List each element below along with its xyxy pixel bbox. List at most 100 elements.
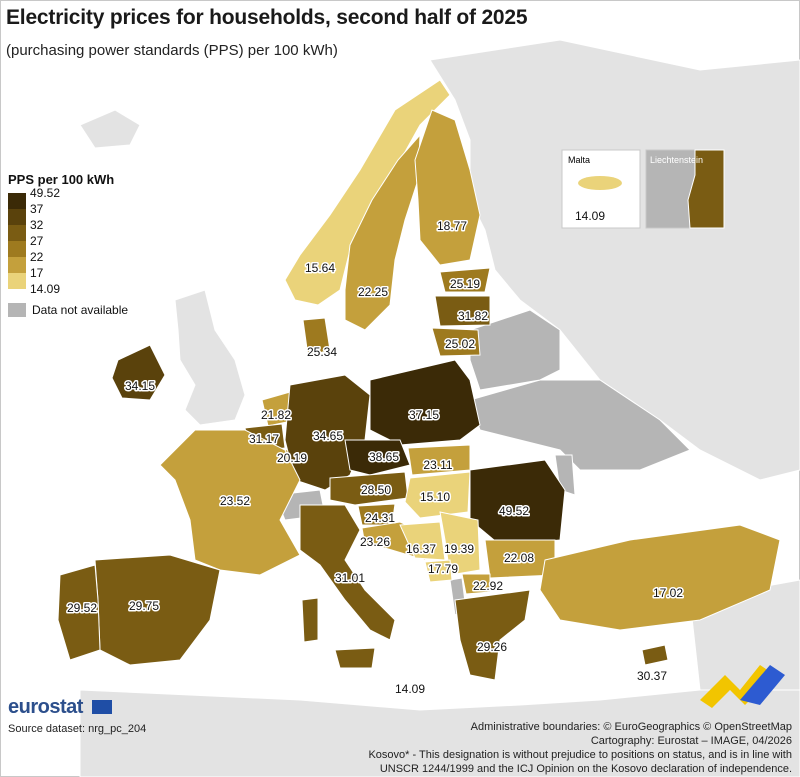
label-finland: 18.77 xyxy=(437,219,467,233)
cyprus xyxy=(641,644,669,666)
legend: PPS per 100 kWh 49.52 37 32 27 22 17 14.… xyxy=(8,172,128,317)
liechtenstein-inset-title: Liechtenstein xyxy=(650,155,703,165)
france xyxy=(159,429,301,576)
eurostat-mark xyxy=(700,665,785,708)
lithuania xyxy=(431,327,481,357)
montenegro xyxy=(424,559,453,583)
label-serbia: 19.39 xyxy=(444,542,474,556)
portugal xyxy=(57,564,101,661)
ireland xyxy=(111,344,166,401)
label-italy: 31.01 xyxy=(335,571,365,585)
label-montenegro: 17.79 xyxy=(428,562,458,576)
sardinia xyxy=(301,597,319,643)
czechia xyxy=(344,439,411,476)
legend-tick: 14.09 xyxy=(30,282,61,296)
label-ireland: 34.15 xyxy=(125,379,155,393)
label-slovakia: 23.11 xyxy=(423,458,452,472)
liechtenstein-shape xyxy=(687,149,725,229)
legend-row: 17 xyxy=(8,267,128,289)
label-norway: 15.64 xyxy=(305,261,335,275)
label-sweden: 22.25 xyxy=(358,285,388,299)
serbia xyxy=(439,511,481,576)
legend-tick: 27 xyxy=(30,234,44,248)
label-netherlands: 21.82 xyxy=(261,408,291,422)
poland xyxy=(369,359,481,446)
label-latvia: 31.82 xyxy=(458,309,488,323)
credit-kosovo-1: Kosovo* - This designation is without pr… xyxy=(368,749,792,761)
label-cyprus: 30.37 xyxy=(637,669,667,683)
sweden xyxy=(344,133,421,331)
label-estonia: 25.19 xyxy=(450,277,480,291)
finland xyxy=(414,109,481,266)
label-romania: 49.52 xyxy=(499,504,529,518)
label-poland: 37.15 xyxy=(409,408,439,422)
north-macedonia xyxy=(461,573,491,595)
latvia xyxy=(434,295,491,327)
map-title: Electricity prices for households, secon… xyxy=(6,6,528,29)
legend-tick: 49.52 xyxy=(30,186,61,200)
label-hungary: 15.10 xyxy=(420,490,450,504)
eu-flag-icon xyxy=(92,700,112,714)
legend-tick: 37 xyxy=(30,202,44,216)
malta-inset-value: 14.09 xyxy=(575,209,605,223)
legend-row: 37 xyxy=(8,203,128,225)
credit-boundaries: Administrative boundaries: © EuroGeograp… xyxy=(470,721,792,733)
legend-title: PPS per 100 kWh xyxy=(8,172,115,187)
legend-na: Data not available xyxy=(8,303,128,317)
label-bulgaria: 22.08 xyxy=(504,551,534,565)
label-austria: 28.50 xyxy=(361,483,391,497)
label-germany: 34.65 xyxy=(313,429,343,443)
label-turkey: 17.02 xyxy=(653,586,683,600)
greece xyxy=(454,589,531,681)
italy xyxy=(299,504,396,641)
credits: Administrative boundaries: © EuroGeograp… xyxy=(368,720,792,776)
legend-tick: 32 xyxy=(30,218,44,232)
legend-swatch xyxy=(8,209,26,225)
malta-island xyxy=(578,176,622,190)
label-north-macedonia: 22.92 xyxy=(473,579,503,593)
label-france: 23.52 xyxy=(220,494,250,508)
label-greece: 29.26 xyxy=(477,640,507,654)
credit-cartography: Cartography: Eurostat – IMAGE, 04/2026 xyxy=(590,735,792,747)
sicily xyxy=(334,647,376,669)
north-africa-land xyxy=(79,679,800,777)
belarus xyxy=(469,309,561,391)
malta-inset-title: Malta xyxy=(568,155,590,165)
legend-row: 14.09 xyxy=(8,283,128,299)
malta-inset: Malta 14.09 xyxy=(561,149,641,229)
liechtenstein-inset: Liechtenstein xyxy=(645,149,725,229)
legend-swatch xyxy=(8,241,26,257)
turkey xyxy=(539,524,781,631)
label-belgium: 31.17 xyxy=(249,432,279,446)
ukraine xyxy=(469,379,691,471)
label-lithuania: 25.02 xyxy=(445,337,475,351)
legend-na-swatch xyxy=(8,303,26,317)
austria xyxy=(329,471,409,506)
map-subtitle: (purchasing power standards (PPS) per 10… xyxy=(6,42,338,59)
label-croatia: 23.26 xyxy=(360,535,390,549)
legend-swatch xyxy=(8,257,26,273)
label-malta: 14.09 xyxy=(395,682,425,696)
label-bosnia: 16.37 xyxy=(406,542,436,556)
label-denmark: 25.34 xyxy=(307,345,337,359)
iceland-land xyxy=(79,109,141,149)
label-slovenia: 24.31 xyxy=(365,511,395,525)
estonia xyxy=(439,267,491,293)
credit-kosovo-2: UNSCR 1244/1999 and the ICJ Opinion on t… xyxy=(379,763,792,775)
label-spain: 29.75 xyxy=(129,599,159,613)
legend-tick: 17 xyxy=(30,266,44,280)
value-labels: 15.64 22.25 18.77 25.19 31.82 25.02 25.3… xyxy=(65,218,684,698)
source-dataset: Source dataset: nrg_pc_204 xyxy=(8,723,147,735)
legend-row: 22 xyxy=(8,251,128,273)
legend-swatch xyxy=(8,225,26,241)
label-luxembourg: 20.19 xyxy=(277,451,307,465)
legend-row: 32 xyxy=(8,219,128,241)
denmark xyxy=(302,317,331,357)
label-czechia: 38.65 xyxy=(369,450,399,464)
legend-na-label: Data not available xyxy=(32,303,129,317)
uk-land xyxy=(174,289,246,426)
legend-swatch xyxy=(8,273,26,289)
choropleth xyxy=(57,79,781,681)
label-portugal: 29.52 xyxy=(67,601,97,615)
